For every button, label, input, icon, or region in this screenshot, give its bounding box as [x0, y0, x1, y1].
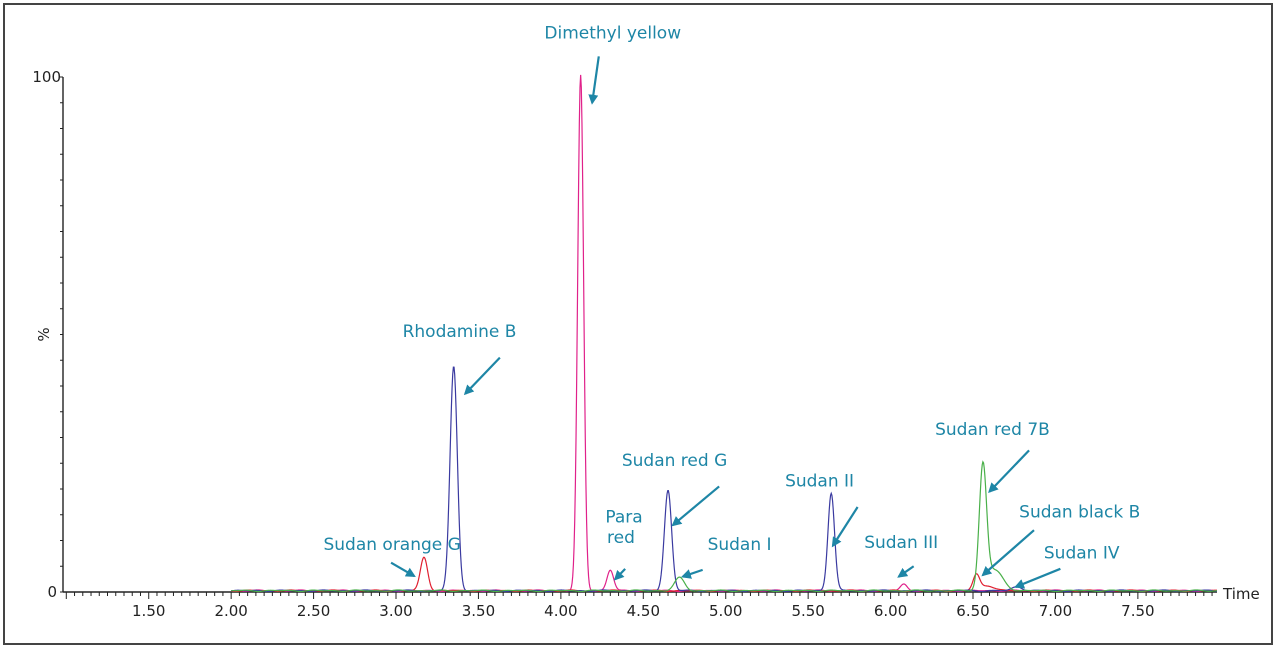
- annotation-arrow-sudan-iv: [1014, 567, 1061, 589]
- annotation-arrow-sudan-red-g: [671, 485, 720, 527]
- annotation-label-sudan-orange-g: Sudan orange G: [323, 535, 460, 555]
- x-tick-label: 1.50: [132, 602, 165, 620]
- annotation-arrow-sudan-red-7b: [988, 449, 1030, 494]
- x-tick-label: 3.00: [379, 602, 412, 620]
- annotation-arrow-dimethyl-yellow: [588, 56, 600, 105]
- chromatogram-chart: 1.50 2.00 2.50 3.00 3.50 4.00 4.50 5.00 5.50 6.00…: [32, 23, 1260, 620]
- x-tick-label: 5.50: [791, 602, 824, 620]
- annotation-arrow-sudan-black-b: [981, 529, 1035, 577]
- x-tick-label: 4.50: [627, 602, 660, 620]
- annotation-arrow-sudan-ii: [831, 506, 859, 548]
- annotation-label-sudan-iv: Sudan IV: [1044, 544, 1120, 564]
- series-trace-4: [231, 460, 1218, 593]
- x-tick-label: 2.50: [297, 602, 330, 620]
- y-tick-label-100: 100: [32, 68, 61, 86]
- annotation-label-sudan-red-7b: Sudan red 7B: [935, 420, 1050, 440]
- x-tick-label: 6.00: [874, 602, 907, 620]
- annotations: Dimethyl yellow Rhodamine B Sudan red G Par…: [323, 23, 1140, 589]
- x-tick-label: 4.00: [544, 602, 577, 620]
- annotation-label-dimethyl-yellow: Dimethyl yellow: [544, 23, 681, 43]
- annotation-label-sudan-iii: Sudan III: [864, 533, 938, 553]
- annotation-label-sudan-red-g: Sudan red G: [622, 451, 727, 471]
- annotation-label-rhodamine-b: Rhodamine B: [403, 322, 517, 342]
- x-tick-label: 6.50: [956, 602, 989, 620]
- annotation-arrow-sudan-iii: [897, 565, 915, 578]
- x-tick-label: 5.00: [709, 602, 742, 620]
- annotation-label-sudan-i: Sudan I: [708, 535, 772, 555]
- annotation-arrow-sudan-orange-g: [390, 561, 416, 578]
- axes: 1.50 2.00 2.50 3.00 3.50 4.00 4.50 5.00 5.50 6.00…: [32, 68, 1217, 620]
- series-group: [231, 74, 1218, 593]
- x-tick-label: 2.00: [214, 602, 247, 620]
- annotation-arrow-rhodamine-b: [463, 356, 501, 396]
- annotation-arrow-para: [613, 568, 626, 581]
- x-tick-label: 7.50: [1121, 602, 1154, 620]
- annotation-label-sudan-black-b: Sudan black B: [1019, 502, 1140, 522]
- x-tick-label: 7.00: [1039, 602, 1072, 620]
- annotation-label-red: red: [607, 528, 635, 548]
- annotation-label-sudan-ii: Sudan II: [785, 471, 854, 491]
- annotation-label-para: Para: [605, 507, 642, 527]
- y-axis-title: %: [35, 327, 53, 341]
- chromatogram-frame: 1.50 2.00 2.50 3.00 3.50 4.00 4.50 5.00 5.50 6.00…: [3, 3, 1273, 645]
- annotation-arrow-sudan-i: [680, 568, 703, 579]
- x-axis-title: Time: [1222, 585, 1260, 603]
- y-tick-label-0: 0: [47, 583, 57, 601]
- x-tick-label: 3.50: [462, 602, 495, 620]
